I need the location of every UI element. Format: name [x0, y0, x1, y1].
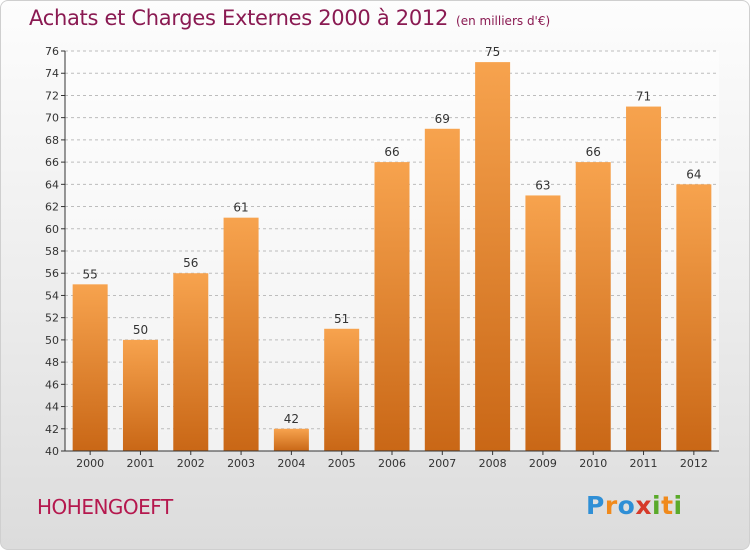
data-label: 71	[636, 90, 651, 104]
logo-letter: x	[635, 491, 652, 520]
data-label: 63	[535, 178, 550, 192]
data-label: 64	[686, 167, 701, 181]
bar	[475, 62, 511, 451]
bar	[626, 106, 662, 452]
data-label: 69	[435, 112, 450, 126]
data-label: 51	[334, 312, 349, 326]
data-label: 66	[586, 145, 601, 159]
y-tick-label: 42	[45, 423, 59, 436]
y-tick-label: 52	[45, 312, 59, 325]
data-label: 55	[83, 267, 98, 281]
y-tick-label: 70	[45, 112, 59, 125]
bar	[223, 217, 259, 451]
y-tick-label: 58	[45, 245, 59, 258]
x-tick-label: 2000	[76, 457, 104, 470]
y-tick-label: 60	[45, 223, 59, 236]
x-tick-label: 2011	[630, 457, 658, 470]
x-tick-label: 2008	[479, 457, 507, 470]
y-tick-label: 46	[45, 378, 59, 391]
x-tick-label: 2012	[680, 457, 708, 470]
x-tick-label: 2010	[579, 457, 607, 470]
y-tick-label: 64	[45, 178, 59, 191]
x-tick-label: 2006	[378, 457, 406, 470]
data-label: 61	[233, 201, 248, 215]
y-tick-label: 48	[45, 356, 59, 369]
y-tick-label: 44	[45, 401, 59, 414]
bar	[273, 428, 309, 451]
x-tick-label: 2004	[277, 457, 305, 470]
y-tick-label: 54	[45, 289, 59, 302]
chart-title: Achats et Charges Externes 2000 à 2012 (e…	[29, 6, 550, 30]
x-tick-label: 2009	[529, 457, 557, 470]
y-tick-label: 68	[45, 134, 59, 147]
logo-letter: o	[617, 491, 636, 520]
bar	[424, 128, 460, 451]
bar	[324, 328, 360, 451]
x-tick-label: 2003	[227, 457, 255, 470]
y-tick-label: 56	[45, 267, 59, 280]
y-tick-label: 50	[45, 334, 59, 347]
data-label: 66	[384, 145, 399, 159]
chart-subtitle: (en milliers d'€)	[456, 14, 551, 28]
data-label: 50	[133, 323, 148, 337]
bar	[173, 273, 209, 451]
bar	[525, 195, 561, 451]
x-tick-label: 2007	[428, 457, 456, 470]
x-tick-label: 2002	[177, 457, 205, 470]
logo-letter: P	[586, 491, 605, 520]
logo-letter: t	[661, 491, 674, 520]
data-label: 56	[183, 256, 198, 270]
logo-letter: i	[652, 491, 662, 520]
data-label: 42	[284, 412, 299, 426]
logo-letter: r	[604, 491, 618, 520]
x-tick-label: 2001	[126, 457, 154, 470]
bar	[122, 339, 158, 451]
y-tick-label: 66	[45, 156, 59, 169]
logo-letter: i	[673, 491, 683, 520]
y-tick-label: 72	[45, 89, 59, 102]
y-tick-label: 74	[45, 67, 59, 80]
y-tick-label: 76	[45, 45, 59, 58]
chart-title-text: Achats et Charges Externes 2000 à 2012	[29, 6, 449, 30]
bar	[575, 162, 611, 451]
x-tick-label: 2005	[328, 457, 356, 470]
bar	[72, 284, 108, 451]
y-tick-label: 62	[45, 201, 59, 214]
bar	[676, 184, 712, 452]
location-label: HOHENGOEFT	[37, 495, 173, 519]
bar	[374, 162, 410, 451]
proxiti-logo[interactable]: Proxiti	[586, 491, 683, 520]
y-tick-label: 40	[45, 445, 59, 458]
data-label: 75	[485, 45, 500, 59]
